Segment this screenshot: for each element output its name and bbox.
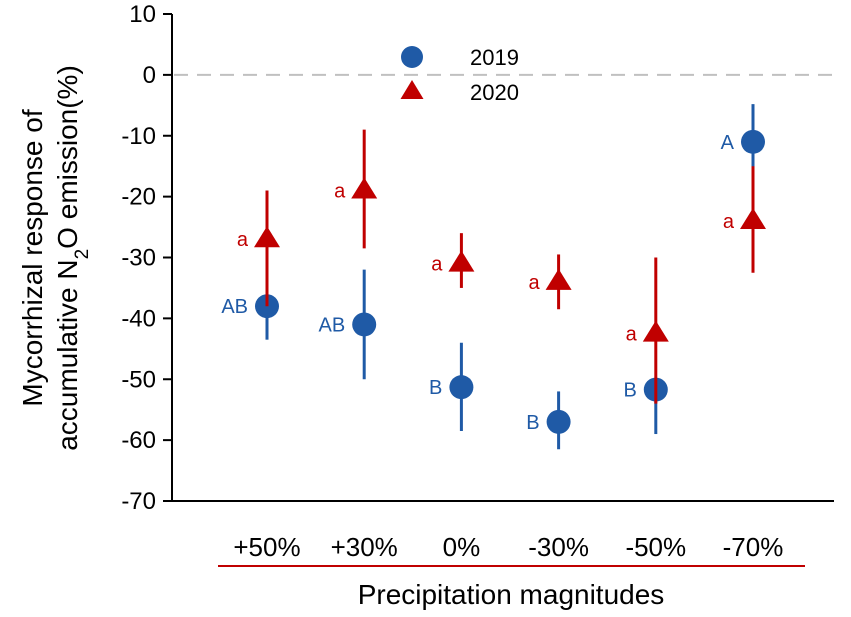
y-tick-label: 10	[129, 1, 156, 28]
significance-label-2019: AB	[319, 314, 346, 336]
significance-label-2019: B	[429, 377, 442, 399]
point-2019	[546, 409, 571, 434]
significance-label-2020: a	[723, 211, 735, 233]
significance-label-2019: A	[721, 132, 735, 154]
point-2019	[449, 375, 474, 400]
point-2020	[642, 320, 669, 342]
y-axis-title-line2: accumulative N2O emission(%)	[52, 65, 93, 451]
legend-label-2020: 2020	[470, 80, 519, 105]
y-tick-label: -20	[121, 184, 156, 211]
point-2020	[254, 226, 280, 248]
significance-label-2020: a	[334, 181, 346, 203]
y-axis-title-line2-main: accumulative N	[52, 259, 83, 450]
legend-label-2019: 2019	[470, 45, 519, 70]
y-tick-label: 0	[143, 62, 156, 89]
y-axis-ticks: 10 0 -10 -20 -30 -40 -50 -60 -70	[121, 1, 172, 515]
series-2019: AB AB B B B A	[221, 104, 765, 450]
x-axis-title: Precipitation magnitudes	[358, 579, 665, 610]
x-category-label: +50%	[233, 532, 300, 562]
x-category-label: -30%	[528, 532, 589, 562]
y-axis-title-line2-tail: O emission(%)	[52, 65, 83, 249]
y-axis-title: Mycorrhizal response of	[17, 109, 48, 406]
point-2020	[448, 250, 475, 272]
legend-marker-2020	[400, 80, 424, 99]
y-tick-label: -50	[121, 366, 156, 393]
significance-label-2019: B	[623, 380, 636, 402]
y-axis-title-line1: Mycorrhizal response of	[17, 109, 48, 406]
x-category-label: +30%	[331, 532, 398, 562]
y-tick-label: -10	[121, 123, 156, 150]
point-2020	[351, 177, 378, 199]
point-2019	[741, 129, 765, 154]
y-tick-label: -60	[121, 427, 156, 454]
significance-label-2020: a	[237, 229, 249, 251]
data-marks: AB AB B B B Aa a a a a a	[221, 104, 766, 450]
x-category-label: -70%	[723, 532, 784, 562]
significance-label-2019: B	[526, 412, 539, 434]
point-2020	[740, 207, 766, 229]
legend-marker-2019	[401, 46, 423, 68]
significance-label-2020: a	[626, 324, 638, 346]
significance-label-2020: a	[431, 254, 443, 276]
x-axis-categories: +50% +30% 0% -30% -50% -70%	[233, 532, 783, 562]
point-2019	[352, 312, 377, 337]
x-category-label: -50%	[625, 532, 686, 562]
point-2020	[545, 268, 572, 290]
y-tick-label: -70	[121, 488, 156, 515]
legend: 2019 2020	[400, 45, 519, 105]
y-tick-label: -30	[121, 245, 156, 272]
y-tick-label: -40	[121, 305, 156, 332]
y-axis-title-subscript: 2	[72, 249, 93, 260]
series-2020: a a a a a a	[237, 129, 766, 404]
significance-label-2020: a	[528, 272, 540, 294]
significance-label-2019: AB	[221, 296, 248, 318]
x-category-label: 0%	[443, 532, 481, 562]
